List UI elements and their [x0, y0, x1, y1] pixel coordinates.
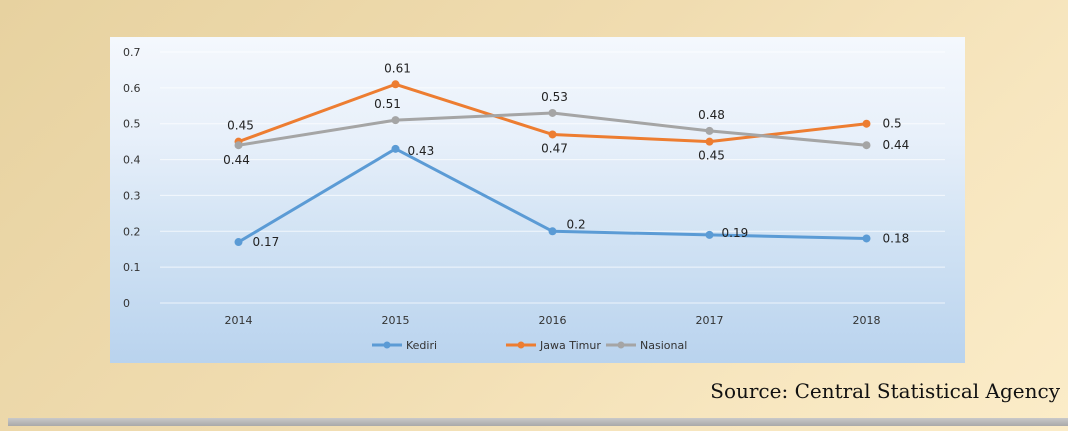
- y-tick-label: 0.4: [123, 154, 141, 167]
- data-label-kediri: 0.2: [567, 217, 586, 231]
- data-point-nasional: [548, 108, 557, 117]
- y-axis-ticks: 0 0.1 0.2 0.3 0.4 0.5 0.6 0.7: [123, 46, 141, 310]
- data-label-jawa-timur: 0.45: [227, 119, 254, 133]
- data-label-nasional: 0.44: [883, 138, 910, 152]
- data-label-nasional: 0.53: [541, 90, 568, 104]
- line-chart: 00.10.20.30.40.50.60.7 2014 2015 2016 2017 2…: [123, 46, 945, 352]
- legend-label-nasional: Nasional: [640, 339, 687, 352]
- data-point-kediri: [862, 234, 871, 243]
- data-point-kediri: [391, 144, 400, 153]
- data-label-jawa-timur: 0.5: [883, 117, 902, 131]
- legend-marker-kediri: [383, 341, 391, 349]
- data-label-kediri: 0.19: [722, 226, 749, 240]
- data-label-nasional: 0.51: [374, 97, 401, 111]
- y-tick-label: 0.2: [123, 225, 141, 238]
- data-point-nasional: [234, 141, 243, 150]
- data-point-jawa-timur: [705, 137, 714, 146]
- chart-panel: 0 0.1 0.2 0.3 0.4 0.5 0.6 0.7 2014 2015 2016 2017 2…: [110, 37, 965, 363]
- slide-shadow: [8, 418, 1068, 426]
- data-label-jawa-timur: 0.45: [698, 149, 725, 163]
- data-label-jawa-timur: 0.47: [541, 141, 568, 155]
- x-tick-label: 2018: [853, 314, 881, 327]
- data-label-nasional: 0.44: [223, 153, 250, 167]
- data-label-kediri: 0.18: [883, 231, 910, 245]
- y-tick-label: 0.7: [123, 46, 141, 59]
- data-point-nasional: [391, 116, 400, 125]
- y-tick-label: 0.3: [123, 189, 141, 202]
- data-label-nasional: 0.48: [698, 108, 725, 122]
- legend-marker-nasional: [617, 341, 625, 349]
- x-axis-ticks: 2014 2015 2016 2017 2018: [225, 314, 881, 327]
- legend: Kediri Jawa Timur Nasional: [372, 339, 687, 352]
- series-group: [234, 80, 871, 247]
- source-note: Source: Central Statistical Agency: [710, 379, 1060, 403]
- data-point-jawa-timur: [548, 130, 557, 139]
- data-point-jawa-timur: [391, 80, 400, 89]
- data-point-kediri: [234, 238, 243, 247]
- legend-marker-jawa-timur: [517, 341, 525, 349]
- series-line-nasional: [237, 111, 868, 147]
- data-label-kediri: 0.17: [253, 235, 280, 249]
- x-tick-label: 2017: [696, 314, 724, 327]
- legend-label-jawa-timur: Jawa Timur: [539, 339, 601, 352]
- x-tick-label: 2015: [382, 314, 410, 327]
- y-tick-label: 0.5: [123, 118, 141, 131]
- x-tick-label: 2014: [225, 314, 253, 327]
- data-point-nasional: [862, 141, 871, 150]
- legend-label-kediri: Kediri: [406, 339, 437, 352]
- data-point-kediri: [705, 230, 714, 239]
- data-point-nasional: [705, 126, 714, 135]
- y-tick-label: 0: [123, 297, 130, 310]
- x-tick-label: 2016: [539, 314, 567, 327]
- data-label-kediri: 0.43: [408, 144, 435, 158]
- y-tick-label: 0.6: [123, 82, 141, 95]
- data-label-jawa-timur: 0.61: [384, 61, 411, 75]
- data-labels: 0.17 0.43 0.2 0.19 0.18 0.45 0.61 0.47 0.45 0.5 0.…: [223, 61, 909, 249]
- data-point-kediri: [548, 227, 557, 236]
- data-point-jawa-timur: [862, 119, 871, 128]
- y-tick-label: 0.1: [123, 261, 141, 274]
